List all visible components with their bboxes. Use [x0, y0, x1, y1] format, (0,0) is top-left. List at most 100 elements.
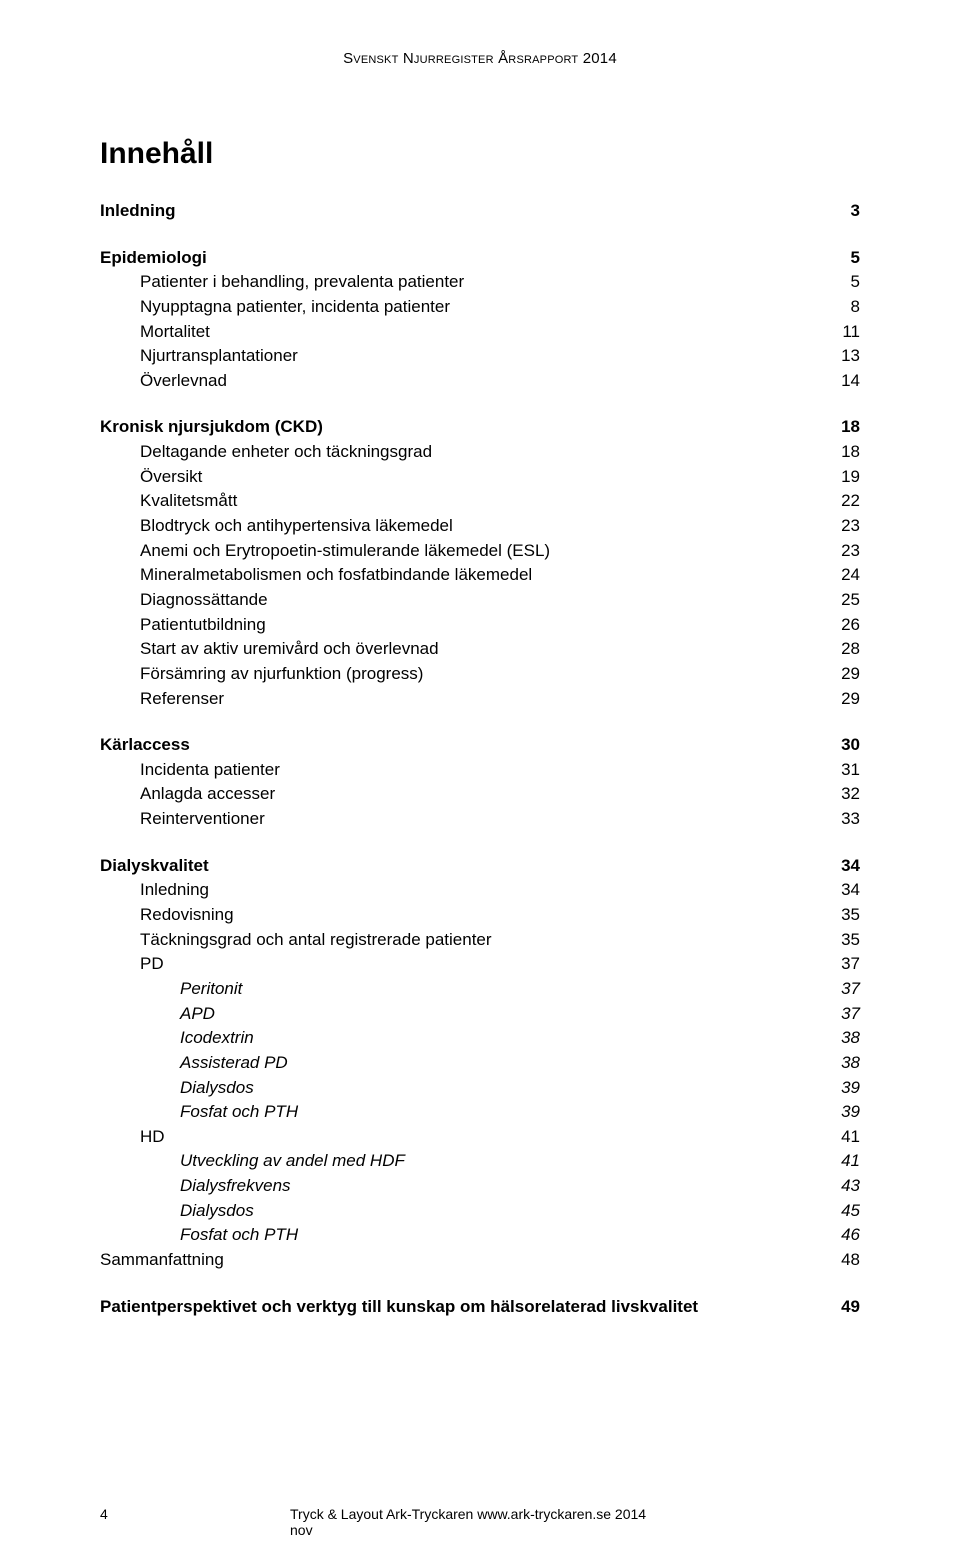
toc-page-number: 11: [822, 320, 860, 345]
toc-label: Anlagda accesser: [100, 782, 821, 807]
toc-page-number: 29: [821, 662, 860, 687]
toc-label: Försämring av njurfunktion (progress): [100, 662, 821, 687]
toc-label: Dialysdos: [100, 1076, 821, 1101]
toc-label: Översikt: [100, 465, 821, 490]
toc-row: Assisterad PD38: [100, 1051, 860, 1076]
toc-page-number: 29: [821, 687, 860, 712]
toc-row: Anemi och Erytropoetin-stimulerande läke…: [100, 539, 860, 564]
toc-row: Incidenta patienter31: [100, 758, 860, 783]
toc-label: APD: [100, 1002, 821, 1027]
toc-page-number: 23: [821, 514, 860, 539]
toc-page-number: 34: [821, 878, 860, 903]
toc-page-number: 32: [821, 782, 860, 807]
toc-label: Fosfat och PTH: [100, 1100, 821, 1125]
toc-page-number: 45: [821, 1199, 860, 1224]
toc-row: Mineralmetabolismen och fosfatbindande l…: [100, 563, 860, 588]
page-title: Innehåll: [100, 137, 860, 171]
toc-row: Inledning3: [100, 199, 860, 224]
toc-page-number: 35: [821, 903, 860, 928]
running-header: Svenskt Njurregister Årsrapport 2014: [100, 50, 860, 67]
toc-label: Mortalitet: [100, 320, 822, 345]
toc-label: Patientperspektivet och verktyg till kun…: [100, 1295, 821, 1320]
toc-row: Referenser29: [100, 687, 860, 712]
table-of-contents: Inledning3Epidemiologi5Patienter i behan…: [100, 199, 860, 1319]
toc-label: Mineralmetabolismen och fosfatbindande l…: [100, 563, 821, 588]
toc-page-number: 37: [821, 977, 860, 1002]
toc-row: Epidemiologi5: [100, 246, 860, 271]
toc-row: Fosfat och PTH39: [100, 1100, 860, 1125]
toc-row: Nyupptagna patienter, incidenta patiente…: [100, 295, 860, 320]
toc-row: Icodextrin38: [100, 1026, 860, 1051]
toc-page-number: 38: [821, 1051, 860, 1076]
toc-label: Njurtransplantationer: [100, 344, 821, 369]
toc-label: Patienter i behandling, prevalenta patie…: [100, 270, 831, 295]
toc-page-number: 39: [821, 1076, 860, 1101]
toc-row: Dialysfrekvens43: [100, 1174, 860, 1199]
page: Svenskt Njurregister Årsrapport 2014 Inn…: [0, 0, 960, 1562]
toc-page-number: 48: [821, 1248, 860, 1273]
toc-label: Kärlaccess: [100, 733, 821, 758]
toc-label: Täckningsgrad och antal registrerade pat…: [100, 928, 821, 953]
toc-page-number: 22: [821, 489, 860, 514]
toc-label: Dialysdos: [100, 1199, 821, 1224]
toc-page-number: 26: [821, 613, 860, 638]
toc-page-number: 37: [821, 952, 860, 977]
toc-row: Dialysdos39: [100, 1076, 860, 1101]
toc-page-number: 18: [821, 440, 860, 465]
toc-row: Patienter i behandling, prevalenta patie…: [100, 270, 860, 295]
toc-label: PD: [100, 952, 821, 977]
toc-label: Inledning: [100, 878, 821, 903]
toc-label: Inledning: [100, 199, 831, 224]
toc-label: Nyupptagna patienter, incidenta patiente…: [100, 295, 831, 320]
toc-label: Incidenta patienter: [100, 758, 821, 783]
toc-row: HD41: [100, 1125, 860, 1150]
toc-label: Deltagande enheter och täckningsgrad: [100, 440, 821, 465]
toc-page-number: 8: [831, 295, 860, 320]
toc-row: Reinterventioner33: [100, 807, 860, 832]
toc-page-number: 14: [821, 369, 860, 394]
toc-page-number: 5: [831, 270, 860, 295]
toc-row: Inledning34: [100, 878, 860, 903]
toc-row: Deltagande enheter och täckningsgrad18: [100, 440, 860, 465]
toc-label: Referenser: [100, 687, 821, 712]
toc-row: Sammanfattning48: [100, 1248, 860, 1273]
toc-row: Täckningsgrad och antal registrerade pat…: [100, 928, 860, 953]
toc-page-number: 41: [821, 1125, 860, 1150]
toc-row: Fosfat och PTH46: [100, 1223, 860, 1248]
toc-page-number: 39: [821, 1100, 860, 1125]
toc-row: APD37: [100, 1002, 860, 1027]
toc-label: Assisterad PD: [100, 1051, 821, 1076]
toc-row: Mortalitet11: [100, 320, 860, 345]
toc-page-number: 3: [831, 199, 860, 224]
toc-label: Sammanfattning: [100, 1248, 821, 1273]
toc-page-number: 30: [821, 733, 860, 758]
toc-label: Dialyskvalitet: [100, 854, 821, 879]
toc-row: Patientperspektivet och verktyg till kun…: [100, 1295, 860, 1320]
footer: 4 Tryck & Layout Ark-Tryckaren www.ark-t…: [100, 1506, 860, 1522]
footer-credit: Tryck & Layout Ark-Tryckaren www.ark-try…: [290, 1506, 670, 1538]
toc-label: Kronisk njursjukdom (CKD): [100, 415, 821, 440]
toc-page-number: 43: [821, 1174, 860, 1199]
toc-row: Diagnossättande25: [100, 588, 860, 613]
toc-row: Peritonit37: [100, 977, 860, 1002]
toc-page-number: 37: [821, 1002, 860, 1027]
toc-row: PD37: [100, 952, 860, 977]
toc-page-number: 46: [821, 1223, 860, 1248]
toc-page-number: 13: [821, 344, 860, 369]
toc-page-number: 31: [821, 758, 860, 783]
toc-row: Njurtransplantationer13: [100, 344, 860, 369]
toc-row: Försämring av njurfunktion (progress)29: [100, 662, 860, 687]
toc-row: Start av aktiv uremivård och överlevnad2…: [100, 637, 860, 662]
toc-label: HD: [100, 1125, 821, 1150]
toc-page-number: 19: [821, 465, 860, 490]
toc-row: Kvalitetsmått22: [100, 489, 860, 514]
toc-label: Blodtryck och antihypertensiva läkemedel: [100, 514, 821, 539]
toc-label: Start av aktiv uremivård och överlevnad: [100, 637, 821, 662]
toc-label: Kvalitetsmått: [100, 489, 821, 514]
toc-row: Dialysdos45: [100, 1199, 860, 1224]
toc-label: Fosfat och PTH: [100, 1223, 821, 1248]
toc-page-number: 18: [821, 415, 860, 440]
toc-label: Patientutbildning: [100, 613, 821, 638]
toc-label: Epidemiologi: [100, 246, 831, 271]
toc-row: Dialyskvalitet34: [100, 854, 860, 879]
